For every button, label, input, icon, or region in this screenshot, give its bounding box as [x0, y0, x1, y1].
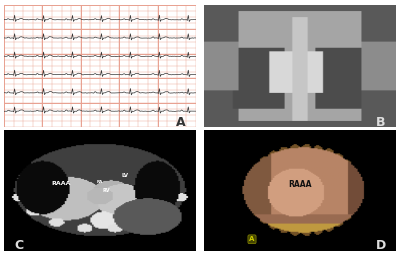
Text: B: B	[376, 116, 385, 129]
Text: RAAA: RAAA	[52, 181, 71, 186]
Text: A: A	[249, 236, 255, 242]
Text: RAAA: RAAA	[288, 180, 312, 189]
Text: A: A	[176, 116, 186, 129]
Text: LV: LV	[122, 173, 128, 178]
Text: RA: RA	[97, 180, 103, 184]
Text: RV: RV	[102, 188, 110, 193]
Text: C: C	[15, 239, 24, 252]
Text: D: D	[376, 239, 386, 252]
